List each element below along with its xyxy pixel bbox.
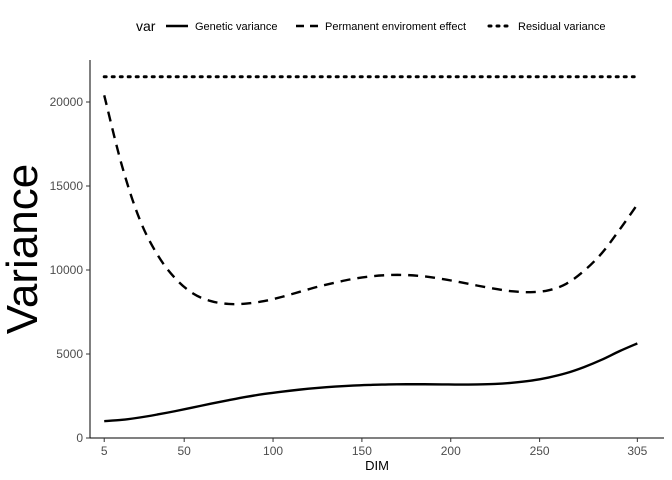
y-tick-label: 20000 [50,95,84,109]
series-lines [102,75,639,423]
y-axis-ticks: 0 5000 10000 15000 20000 [50,95,90,445]
x-tick-label: 305 [627,444,647,458]
x-axis-ticks: 5 50 100 150 200 250 305 [101,438,648,458]
legend-title: var [136,18,156,34]
x-tick-label: 200 [441,444,461,458]
series-line-1 [104,342,638,423]
x-tick-label: 150 [352,444,372,458]
axes [89,60,664,439]
legend: var Genetic variance Permanent enviroment … [136,18,605,34]
legend-label-1: Genetic variance [195,21,278,33]
y-axis-title: Variance [0,164,47,334]
x-axis-title: DIM [365,458,389,473]
y-tick-label: 15000 [50,179,84,193]
legend-label-2: Permanent enviroment effect [325,21,466,33]
x-tick-label: 100 [263,444,283,458]
series-line-2 [103,94,639,306]
x-tick-label: 250 [530,444,550,458]
legend-label-3: Residual variance [518,21,605,33]
y-tick-label: 5000 [56,347,83,361]
y-tick-label: 10000 [50,263,84,277]
y-tick-label: 0 [76,431,83,445]
x-tick-label: 5 [101,444,108,458]
x-tick-label: 50 [178,444,192,458]
